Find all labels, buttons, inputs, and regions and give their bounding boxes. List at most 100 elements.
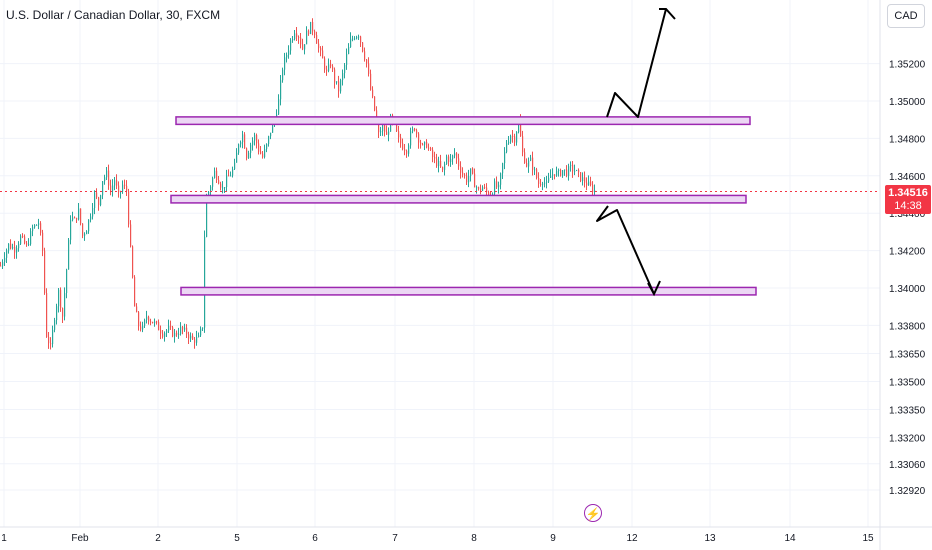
candle-body — [174, 332, 176, 337]
candle-body — [352, 38, 354, 40]
candle-body — [212, 178, 214, 187]
candle-body — [10, 243, 12, 249]
bullish-arrow-path[interactable] — [606, 8, 667, 118]
candle-body — [448, 156, 450, 162]
candle-body — [22, 236, 24, 238]
candle-body — [542, 183, 544, 185]
candle-body — [410, 131, 412, 146]
candle-body — [164, 332, 166, 337]
candle-body — [168, 325, 170, 331]
candle-body — [250, 144, 252, 153]
candle-body — [132, 246, 134, 278]
candle-body — [412, 128, 414, 132]
candle-body — [48, 336, 50, 344]
candle-body — [298, 36, 300, 38]
candle-body — [348, 47, 350, 55]
candle-body — [464, 174, 466, 176]
middle-zone[interactable] — [170, 194, 747, 204]
candle-body — [338, 81, 340, 92]
candle-body — [190, 335, 192, 339]
candle-body — [482, 187, 484, 191]
candle-body — [522, 136, 524, 153]
bullish-arrowhead[interactable] — [659, 8, 676, 20]
candle-body — [442, 166, 444, 170]
candle-body — [468, 176, 470, 183]
candle-body — [340, 80, 342, 92]
candle-body — [52, 329, 54, 344]
candle-body — [476, 187, 478, 189]
candle-body — [232, 169, 234, 176]
candle-body — [584, 177, 586, 183]
candle-body — [452, 155, 454, 160]
last-price-value: 1.34516 — [888, 187, 928, 199]
candle-body — [374, 96, 376, 111]
candle-body — [290, 40, 292, 51]
price-tick-label: 1.33200 — [889, 434, 926, 445]
candle-body — [36, 224, 38, 226]
candle-body — [372, 89, 374, 97]
candle-body — [326, 69, 328, 71]
candle-body — [500, 173, 502, 185]
candle-body — [204, 236, 206, 328]
time-tick-label: 14 — [784, 533, 796, 544]
candle-body — [188, 334, 190, 339]
projection-arrows[interactable] — [596, 8, 676, 297]
candle-body — [368, 63, 370, 74]
time-axis[interactable]: 1 Feb 2 5 6 7 8 9 12 13 14 15 — [0, 526, 932, 544]
candle-body — [62, 308, 64, 317]
candle-body — [214, 170, 216, 179]
candle-body — [226, 175, 228, 188]
time-tick-label: 7 — [392, 533, 398, 544]
candle-body — [382, 123, 384, 132]
candle-body — [264, 149, 266, 158]
candle-body — [406, 150, 408, 154]
candle-body — [198, 335, 200, 337]
candle-body — [458, 158, 460, 167]
candle-body — [262, 153, 264, 158]
candle-body — [300, 37, 302, 45]
candle-body — [176, 332, 178, 335]
candle-body — [576, 170, 578, 172]
time-tick-label: 5 — [234, 533, 240, 544]
candle-body — [496, 181, 498, 188]
candle-body — [244, 134, 246, 149]
candle-body — [444, 163, 446, 170]
candle-body — [534, 169, 536, 171]
candle-body — [434, 157, 436, 159]
candle-body — [6, 250, 8, 258]
candle-body — [304, 44, 306, 50]
candle-body — [38, 223, 40, 225]
candle-body — [116, 180, 118, 186]
candle-body — [66, 269, 68, 294]
candle-body — [160, 330, 162, 334]
candle-body — [408, 145, 410, 154]
candle-body — [508, 141, 510, 144]
price-axis[interactable]: 1.35200 1.35000 1.34800 1.34600 1.34400 1.342… — [879, 0, 926, 550]
candle-body — [46, 293, 48, 337]
candle-body — [296, 33, 298, 37]
candle-body — [104, 177, 106, 182]
candle-body — [430, 148, 432, 150]
upper-zone[interactable] — [175, 116, 751, 126]
candle-body — [158, 322, 160, 331]
candle-body — [238, 144, 240, 153]
last-price-tag: 1.34516 14:38 — [885, 185, 931, 214]
candle-body — [590, 181, 592, 185]
lower-zone[interactable] — [180, 286, 757, 296]
lightning-icon[interactable]: ⚡ — [584, 504, 602, 522]
currency-button[interactable]: CAD — [887, 4, 925, 28]
candle-body — [122, 184, 124, 192]
bearish-arrowhead[interactable] — [647, 280, 661, 297]
zones[interactable] — [170, 116, 757, 296]
candle-body — [284, 57, 286, 70]
price-tick-label: 1.34200 — [889, 247, 926, 258]
candle-body — [470, 168, 472, 177]
candle-body — [136, 306, 138, 313]
candle-body — [388, 131, 390, 135]
candle-body — [478, 187, 480, 189]
time-tick-label: 12 — [626, 533, 638, 544]
candle-body — [56, 306, 58, 321]
candle-body — [506, 143, 508, 152]
bearish-arrow-path[interactable] — [596, 205, 655, 295]
